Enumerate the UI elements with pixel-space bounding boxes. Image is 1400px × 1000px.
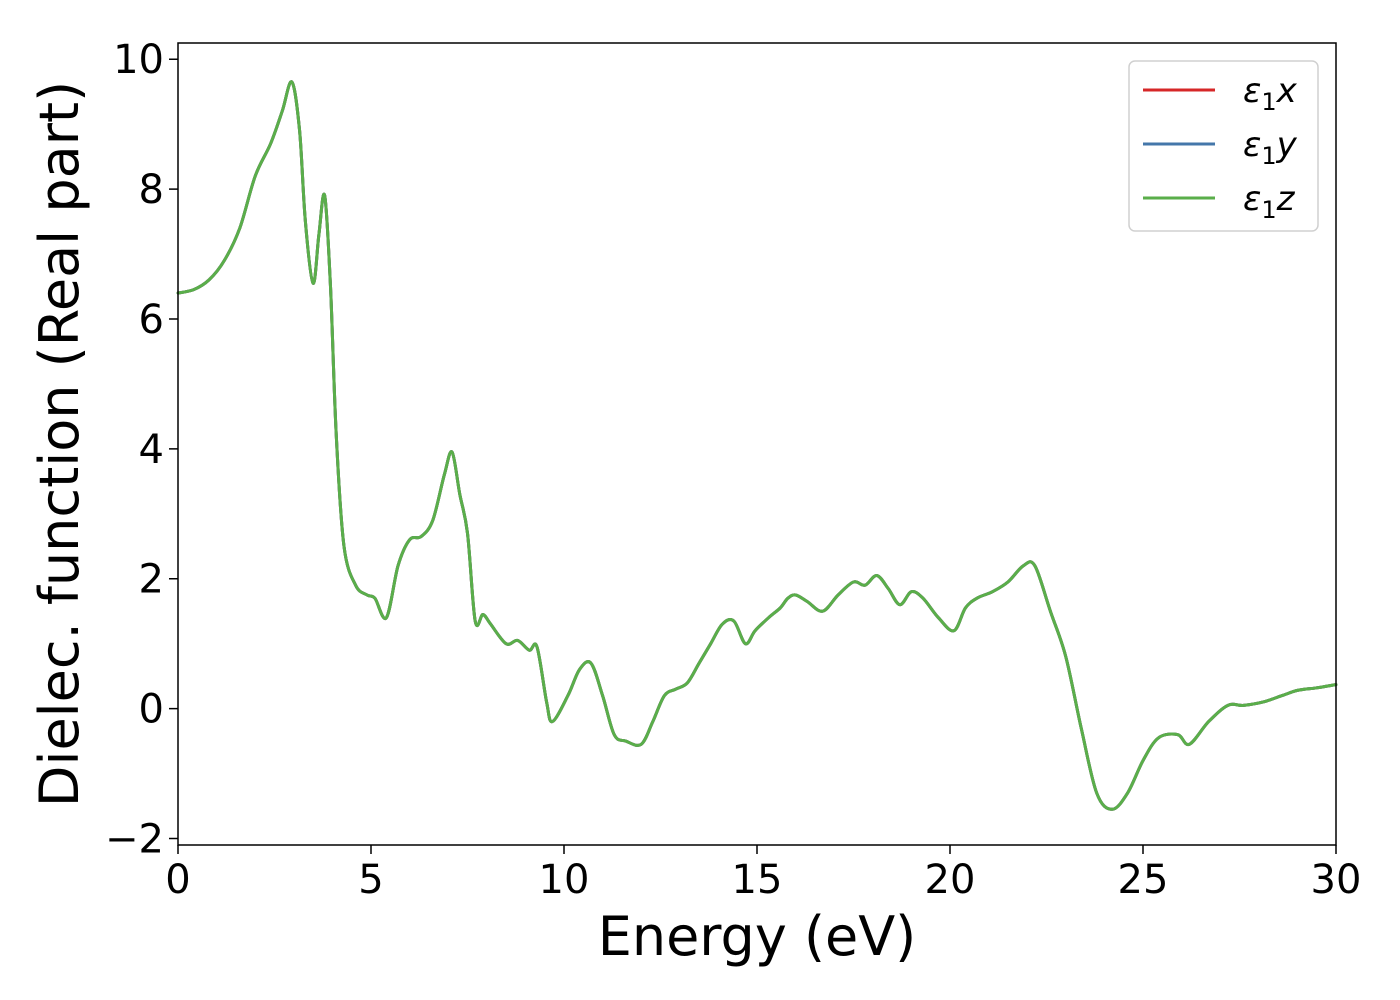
y-tick-label: 10 [113,37,164,83]
y-axis-title: Dielec. function (Real part) [28,81,91,807]
legend-box [1128,60,1319,232]
x-tick-label: 15 [732,857,783,903]
y-tick-label: 4 [139,427,164,473]
legend-label-x: ε1x [1243,71,1298,116]
x-tick-label: 20 [925,857,976,903]
x-tick-label: 10 [539,857,590,903]
y-tick-label: 0 [139,687,164,733]
x-tick-label: 0 [165,857,190,903]
x-tick-label: 5 [358,857,383,903]
series-line-z [176,80,1338,811]
y-tick-label: 6 [139,297,164,343]
y-tick-label: 2 [139,557,164,603]
x-axis-title: Energy (eV) [598,905,917,968]
x-tick-label: 25 [1118,857,1169,903]
series-layer [176,80,1338,811]
x-tick-label: 30 [1311,857,1362,903]
y-tick-label: 8 [139,167,164,213]
y-tick-label: −2 [105,817,164,863]
legend-label-y: ε1y [1243,125,1298,170]
legend: ε1x ε1y ε1z [1128,60,1319,232]
legend-label-z: ε1z [1243,179,1296,224]
